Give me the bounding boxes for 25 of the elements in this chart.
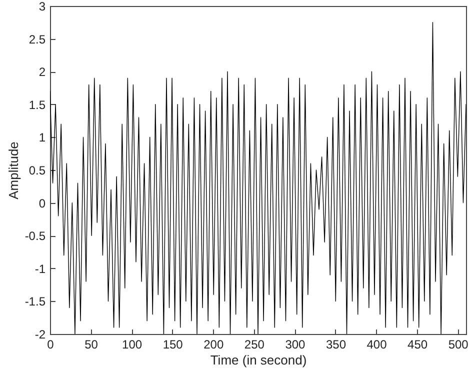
y-tick-label: -1 (34, 262, 46, 276)
x-tick-label: 450 (408, 338, 428, 352)
y-tick-label: 1.5 (28, 98, 46, 112)
x-tick-label: 400 (366, 338, 388, 352)
y-tick-label: 3 (38, 0, 46, 14)
y-tick-label: 0 (38, 196, 46, 210)
x-tick-label: 250 (244, 338, 265, 352)
y-tick-label: -2 (34, 328, 46, 342)
y-tick-label: -1.5 (24, 294, 46, 309)
y-tick-label: 2 (38, 65, 46, 80)
y-tick-label: 0.5 (28, 164, 46, 178)
x-tick-label: 300 (285, 338, 306, 352)
x-tick-label: 200 (204, 338, 224, 352)
x-axis-title: Time (in second) (210, 352, 307, 368)
y-tick-label: 1 (38, 130, 46, 145)
y-tick-label: -0.5 (24, 229, 46, 244)
line-series (50, 22, 466, 334)
x-tick-label: 350 (326, 338, 346, 352)
y-tick-label: 2.5 (28, 32, 46, 46)
x-tick-label: 150 (162, 338, 184, 352)
x-tick-label: 100 (122, 338, 142, 352)
x-tick-label: 0 (47, 338, 54, 352)
y-axis-title: Amplitude (6, 142, 21, 200)
x-tick-label: 500 (448, 338, 469, 352)
x-tick-label: 50 (84, 338, 98, 352)
